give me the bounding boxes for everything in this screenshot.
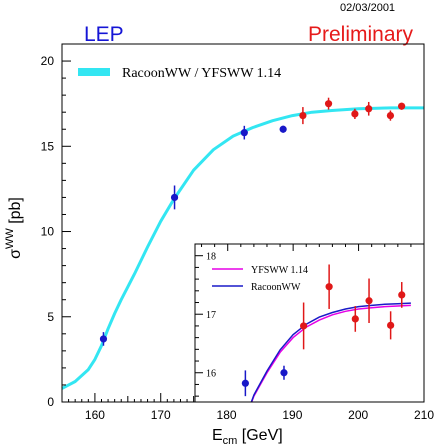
point-marker bbox=[386, 112, 395, 120]
inset-y-tick-label: 18 bbox=[206, 252, 216, 263]
inset-data-point bbox=[351, 306, 359, 332]
y-tick-label: 0 bbox=[47, 395, 54, 409]
inset-data-point bbox=[241, 370, 249, 397]
point-marker bbox=[365, 297, 373, 305]
lep-label: LEP bbox=[84, 23, 124, 46]
data-point bbox=[279, 125, 287, 133]
point-marker bbox=[99, 335, 108, 343]
preliminary-label: Preliminary bbox=[308, 23, 414, 46]
x-tick-label: 160 bbox=[85, 408, 105, 422]
y-axis-label: σWW [pb] bbox=[4, 197, 24, 259]
point-marker bbox=[325, 283, 333, 291]
data-point bbox=[386, 110, 395, 121]
inset-data-point bbox=[398, 282, 406, 308]
main-legend: RacoonWW / YFSWW 1.14 bbox=[78, 66, 281, 81]
y-tick-label: 10 bbox=[41, 225, 55, 239]
data-point bbox=[170, 185, 179, 210]
racoonww-curve bbox=[250, 302, 411, 402]
legend-band-label: RacoonWW / YFSWW 1.14 bbox=[122, 66, 281, 81]
inset-data-point bbox=[365, 278, 373, 323]
inset-data-point bbox=[280, 365, 288, 380]
x-axis-label: Ecm [GeV] bbox=[212, 427, 283, 447]
x-tick-label: 200 bbox=[348, 408, 368, 422]
x-tick-label: 170 bbox=[151, 408, 171, 422]
data-point bbox=[365, 101, 373, 116]
inset-data-point bbox=[300, 302, 308, 350]
inset-plot: 16 17 18 YFSWW 1.14 RacoonWW bbox=[194, 243, 425, 403]
inset-axes: 16 17 18 bbox=[195, 243, 425, 397]
point-marker bbox=[279, 125, 287, 133]
inset-data-point bbox=[387, 311, 395, 340]
inset-legend: YFSWW 1.14 RacoonWW bbox=[212, 265, 308, 293]
point-marker bbox=[398, 291, 406, 299]
x-tick-label: 180 bbox=[217, 408, 237, 422]
point-marker bbox=[300, 322, 308, 330]
y-tick-label: 5 bbox=[47, 310, 54, 324]
point-marker bbox=[240, 129, 248, 137]
inset-y-tick-label: 16 bbox=[206, 369, 216, 380]
x-tick-label: 190 bbox=[282, 408, 302, 422]
point-marker bbox=[170, 193, 179, 202]
legend-racoon-label: RacoonWW bbox=[251, 282, 301, 293]
inset-frame bbox=[194, 243, 425, 403]
point-marker bbox=[280, 369, 288, 377]
point-marker bbox=[351, 315, 359, 323]
point-marker bbox=[324, 100, 333, 108]
point-marker bbox=[241, 379, 249, 387]
data-point bbox=[99, 332, 108, 346]
data-point bbox=[351, 108, 359, 120]
data-point bbox=[299, 107, 307, 125]
point-marker bbox=[365, 105, 373, 113]
legend-yfsww-label: YFSWW 1.14 bbox=[251, 265, 308, 276]
data-point bbox=[240, 125, 248, 140]
date-label: 02/03/2001 bbox=[340, 2, 395, 14]
point-marker bbox=[351, 110, 359, 118]
y-tick-label: 15 bbox=[41, 139, 55, 153]
inset-data-point bbox=[325, 264, 333, 309]
x-tick-label: 210 bbox=[414, 408, 434, 422]
data-point bbox=[398, 102, 406, 110]
inset-marks bbox=[241, 264, 411, 402]
y-tick-label: 20 bbox=[41, 54, 55, 68]
yfsww-curve bbox=[250, 304, 411, 402]
inset-y-tick-label: 17 bbox=[206, 310, 216, 321]
main-marks bbox=[61, 97, 424, 390]
point-marker bbox=[299, 112, 307, 120]
point-marker bbox=[398, 102, 406, 110]
point-marker bbox=[387, 321, 395, 329]
data-point bbox=[324, 97, 333, 110]
